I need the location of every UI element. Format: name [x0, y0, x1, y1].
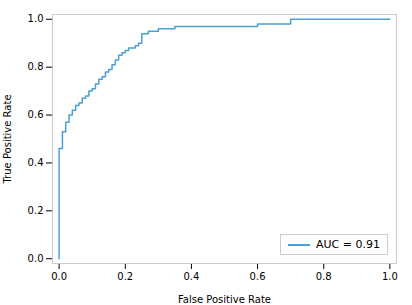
svg-text:1.0: 1.0	[28, 13, 44, 24]
html-text:AUC = 0.91: AUC = 0.91	[316, 238, 380, 251]
svg-text:0.4: 0.4	[28, 157, 44, 168]
svg-text:0.4: 0.4	[183, 271, 199, 282]
svg-text:0.0: 0.0	[28, 253, 44, 264]
svg-text:1.0: 1.0	[382, 271, 398, 282]
svg-text:0.6: 0.6	[28, 109, 44, 120]
svg-text:0.0: 0.0	[51, 271, 67, 282]
svg-text:0.6: 0.6	[250, 271, 266, 282]
svg-text:True Positive Rate: True Positive Rate	[2, 94, 13, 184]
svg-text:False Positive Rate: False Positive Rate	[178, 294, 271, 305]
svg-text:0.8: 0.8	[316, 271, 332, 282]
svg-text:0.8: 0.8	[28, 61, 44, 72]
svg-text:0.2: 0.2	[28, 205, 44, 216]
svg-text:0.2: 0.2	[117, 271, 133, 282]
